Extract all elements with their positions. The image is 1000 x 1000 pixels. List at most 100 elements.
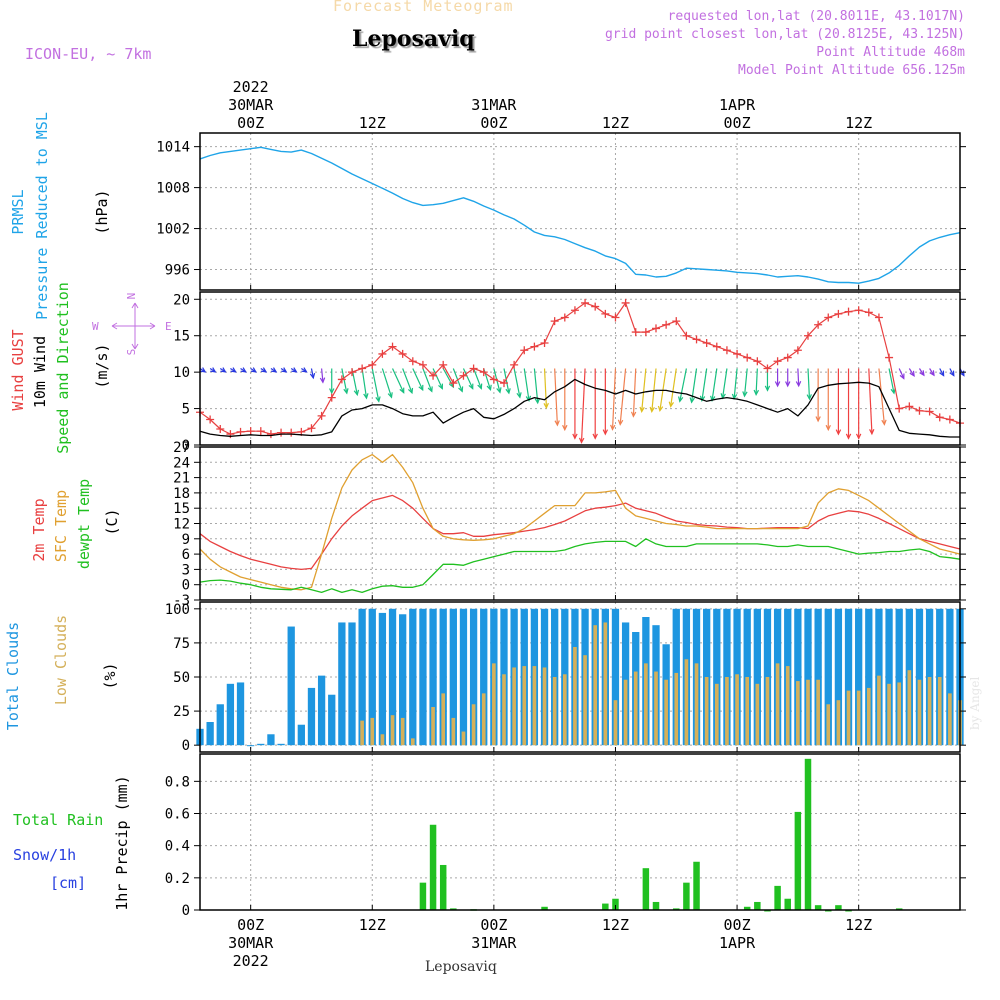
low-cloud-bar — [937, 677, 942, 746]
wind-arrow-head — [271, 367, 278, 373]
wind-gust-marker — [439, 360, 448, 369]
low-cloud-bar — [573, 647, 577, 746]
low-cloud-bar — [877, 675, 881, 746]
total-cloud-bar — [277, 743, 285, 746]
wind-arrow-head — [363, 393, 369, 400]
total-clouds-label: Total Clouds — [4, 622, 22, 730]
wind-gust-marker — [479, 368, 488, 377]
y-tick-label: 1008 — [156, 181, 190, 197]
bottom-time-label: 00Z — [724, 916, 751, 934]
wind-gust-marker — [601, 309, 610, 318]
wind-arrow-head — [742, 391, 748, 398]
wind-gust-marker — [621, 298, 630, 307]
wind-arrow-head — [486, 384, 492, 391]
low-cloud-bar — [370, 717, 375, 746]
total-cloud-bar — [855, 608, 863, 746]
wind-arrow-head — [835, 429, 842, 436]
y-tick-label: 15 — [173, 501, 190, 517]
wind-direction-arrow — [898, 368, 905, 379]
wind-gust-marker — [388, 342, 397, 351]
wind-arrow-head — [657, 405, 664, 413]
bottom-time-label: 2022 — [233, 952, 269, 970]
low-cloud-bar — [562, 674, 567, 746]
wind-gust-marker — [682, 331, 691, 340]
rain-bar — [541, 906, 548, 910]
wind-gust-marker — [540, 339, 549, 347]
wind-direction-arrow — [442, 368, 454, 388]
wind-arrow-head — [387, 392, 393, 399]
low-cloud-bar — [866, 687, 871, 746]
wind-arrow-head — [525, 395, 532, 402]
wind-gust-marker — [570, 306, 579, 315]
rain-bar — [774, 885, 781, 910]
wind-arrow-head — [505, 388, 511, 395]
top-time-label: 12Z — [359, 114, 386, 132]
total-cloud-bar — [804, 608, 812, 746]
wind-direction-arrow — [721, 368, 728, 399]
wind-gust-marker — [530, 342, 539, 351]
low-cloud-bar — [502, 674, 506, 746]
rain-bar — [602, 903, 609, 910]
total-cloud-bar — [399, 614, 407, 746]
wind-direction-arrow — [755, 368, 758, 395]
low-cloud-bar — [684, 659, 689, 746]
wind-direction-arrow — [341, 368, 348, 394]
total-cloud-bar — [480, 608, 488, 746]
rain-bar — [743, 906, 751, 910]
wind-arrow-head — [250, 367, 257, 373]
wind-direction-arrow — [543, 368, 548, 408]
wind-gust-marker — [429, 371, 438, 380]
total-cloud-bar — [328, 694, 336, 746]
wind-unit-label: (m/s) — [93, 343, 111, 388]
wind-direction-arrow — [797, 368, 800, 386]
wind-gust-marker — [469, 364, 478, 373]
wind-gust-marker — [722, 346, 731, 355]
wind-gust-marker — [874, 313, 883, 322]
wind-arrow-head — [639, 406, 645, 413]
wind-direction-arrow — [361, 368, 368, 399]
wind-gust-marker — [611, 313, 620, 322]
wind-gust-marker — [652, 324, 660, 333]
low-cloud-bar — [826, 704, 831, 746]
wind-gust-line — [199, 302, 961, 435]
wind-gust-marker — [773, 357, 782, 366]
wind-direction-arrow — [679, 368, 687, 402]
wind-gust-marker — [814, 320, 823, 329]
wind-direction-arrow — [503, 368, 510, 394]
prmsl-description-label: Pressure Reduced to MSL — [33, 112, 51, 320]
y-tick-label: 3 — [182, 562, 190, 578]
wind-gust-marker — [864, 308, 873, 317]
wind-arrow-head — [329, 388, 335, 395]
bottom-time-label: 00Z — [480, 916, 507, 934]
wind-arrow-head — [678, 396, 684, 403]
bottom-time-label: 12Z — [359, 916, 386, 934]
dewpoint-label: dewpt Temp — [75, 479, 93, 569]
total-cloud-bar — [236, 682, 245, 746]
total-cloud-bar — [814, 608, 822, 746]
top-time-label: 2022 — [233, 78, 269, 96]
total-cloud-bar — [611, 608, 620, 746]
wind-direction-arrow — [310, 368, 314, 379]
top-time-label: 12Z — [602, 114, 629, 132]
wind-gust-marker — [905, 402, 914, 411]
wind-gust-marker — [337, 375, 346, 384]
wind-arrow-head — [496, 387, 502, 394]
low-cloud-bar — [390, 715, 395, 746]
wind-arrow-head — [200, 367, 207, 373]
total-cloud-bar — [257, 743, 265, 746]
top-time-label: 12Z — [845, 114, 872, 132]
wind-gust-marker — [307, 424, 316, 433]
total-rain-label: Total Rain — [13, 811, 103, 829]
wind-speed-line — [199, 378, 960, 438]
wind-arrow-head — [534, 397, 541, 405]
y-tick-label: 996 — [165, 263, 190, 279]
rain-bar — [450, 908, 457, 910]
y-tick-label: 5 — [182, 402, 190, 418]
model-altitude: Model Point Altitude 656.125m — [738, 63, 965, 78]
author-signature: by Angel — [968, 676, 982, 730]
rain-bar — [642, 868, 650, 910]
total-cloud-bar — [429, 608, 437, 746]
wind-gust-label: Wind GUST — [9, 329, 27, 410]
wind-arrow-head — [845, 433, 852, 440]
low-cloud-bar — [644, 663, 648, 746]
